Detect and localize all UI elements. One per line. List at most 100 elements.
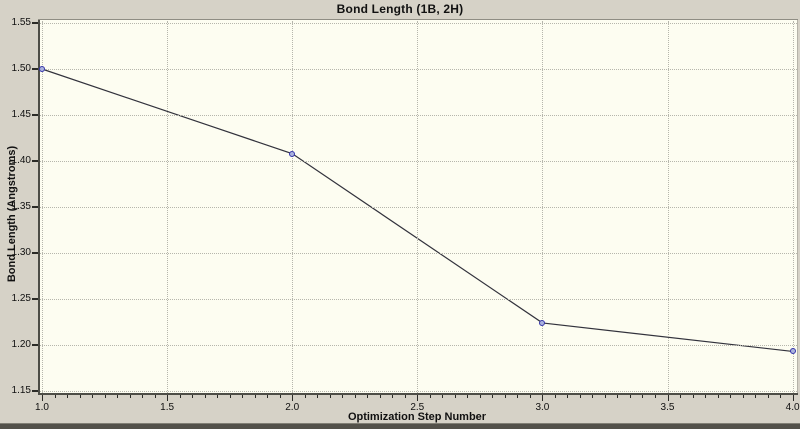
x-tick-minor — [154, 395, 156, 398]
x-tick-minor — [742, 395, 744, 398]
x-tick-minor — [329, 395, 331, 398]
h-gridline — [40, 391, 797, 392]
v-gridline — [292, 21, 294, 393]
x-tick-minor — [117, 395, 119, 398]
x-tick-minor — [179, 395, 181, 398]
x-tick-label: 3.0 — [535, 402, 550, 413]
x-tick-major — [292, 395, 294, 401]
v-gridline — [417, 21, 419, 393]
y-tick-mark — [32, 22, 38, 24]
x-tick-minor — [392, 395, 394, 398]
data-point-marker — [289, 150, 296, 157]
v-gridline — [542, 21, 544, 393]
x-tick-minor — [229, 395, 231, 398]
x-tick-minor — [579, 395, 581, 398]
x-tick-minor — [342, 395, 344, 398]
plot-top-edge — [38, 19, 798, 20]
x-tick-minor — [479, 395, 481, 398]
x-tick-minor — [730, 395, 732, 398]
x-tick-minor — [780, 395, 782, 398]
x-tick-minor — [692, 395, 694, 398]
x-tick-major — [167, 395, 169, 401]
y-axis-title: Bond Length (Angstroms) — [6, 145, 18, 283]
data-point-marker — [789, 348, 796, 355]
x-tick-minor — [755, 395, 757, 398]
h-gridline — [40, 299, 797, 300]
x-tick-minor — [504, 395, 506, 398]
x-tick-minor — [680, 395, 681, 398]
bottom-band — [0, 423, 800, 429]
data-point-marker — [39, 66, 45, 72]
x-tick-minor — [54, 395, 56, 398]
y-tick-mark — [32, 390, 38, 392]
y-tick-label: 1.40 — [11, 155, 31, 166]
x-tick-minor — [79, 395, 81, 398]
plot-area — [38, 19, 798, 395]
x-tick-minor — [404, 395, 406, 398]
y-tick-mark — [32, 68, 38, 70]
y-tick-mark — [32, 114, 38, 116]
x-tick-minor — [517, 395, 519, 398]
x-tick-major — [542, 395, 544, 401]
x-tick-minor — [104, 395, 106, 398]
y-tick-label: 1.25 — [11, 293, 31, 304]
plot-right-edge — [797, 20, 798, 395]
x-tick-minor — [279, 395, 281, 398]
y-tick-mark — [32, 298, 38, 300]
x-tick-minor — [142, 395, 144, 398]
x-tick-minor — [254, 395, 256, 398]
x-tick-minor — [429, 395, 431, 398]
y-tick-mark — [32, 206, 38, 208]
y-tick-mark — [32, 160, 38, 162]
x-tick-minor — [717, 395, 719, 398]
x-tick-label: 4.0 — [785, 402, 800, 413]
x-tick-minor — [67, 395, 69, 398]
y-axis-line — [38, 20, 40, 395]
x-tick-minor — [592, 395, 594, 398]
h-gridline — [40, 161, 797, 162]
x-tick-major — [417, 395, 419, 401]
x-tick-minor — [705, 395, 707, 398]
x-tick-minor — [217, 395, 219, 398]
y-tick-label: 1.55 — [11, 17, 31, 28]
y-tick-label: 1.15 — [11, 385, 31, 396]
y-tick-label: 1.45 — [11, 109, 31, 120]
x-axis-line — [38, 393, 798, 395]
y-tick-mark — [32, 252, 38, 254]
v-gridline — [42, 21, 43, 393]
v-gridline — [167, 21, 169, 393]
x-tick-major — [792, 395, 794, 401]
h-gridline — [40, 115, 797, 116]
x-tick-minor — [467, 395, 469, 398]
y-tick-label: 1.30 — [11, 247, 31, 258]
x-tick-minor — [454, 395, 456, 398]
x-tick-minor — [367, 395, 369, 398]
x-tick-label: 2.0 — [285, 402, 300, 413]
x-tick-minor — [567, 395, 569, 398]
x-tick-minor — [442, 395, 444, 398]
x-tick-label: 3.5 — [660, 402, 675, 413]
h-gridline — [40, 207, 797, 208]
v-gridline — [667, 21, 669, 393]
x-tick-minor — [767, 395, 769, 398]
x-axis-title: Optimization Step Number — [347, 411, 487, 423]
y-tick-label: 1.35 — [11, 201, 31, 212]
y-tick-mark — [32, 344, 38, 346]
x-tick-minor — [654, 395, 656, 398]
x-tick-minor — [629, 395, 631, 398]
y-tick-label: 1.20 — [11, 339, 31, 350]
x-tick-minor — [492, 395, 494, 398]
data-point-marker — [539, 319, 546, 326]
v-gridline — [792, 21, 794, 393]
x-tick-minor — [617, 395, 619, 398]
x-tick-minor — [317, 395, 319, 398]
x-tick-minor — [554, 395, 556, 398]
h-gridline — [40, 345, 797, 346]
x-tick-minor — [129, 395, 131, 398]
y-tick-label: 1.50 — [11, 63, 31, 74]
x-tick-label: 1.5 — [160, 402, 175, 413]
x-tick-minor — [204, 395, 206, 398]
h-gridline — [40, 253, 797, 254]
x-tick-minor — [379, 395, 381, 398]
